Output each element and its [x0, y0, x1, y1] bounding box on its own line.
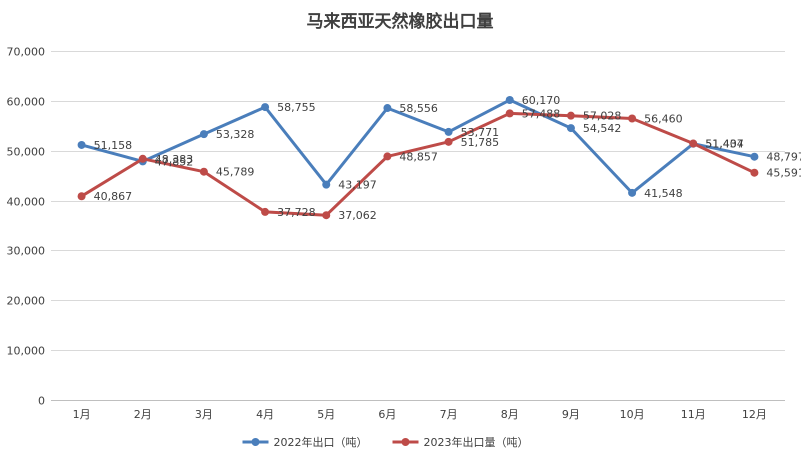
y-tick-label: 30,000 [7, 245, 46, 258]
data-label: 48,383 [155, 153, 194, 166]
data-labels: 51,158 47,852 53,328 58,755 43,197 58,556 53,7… [94, 94, 801, 222]
x-tick-label: 4月 [256, 408, 274, 421]
y-tick-label: 10,000 [7, 345, 46, 358]
y-axis-ticks: 0 10,000 20,000 30,000 40,000 50,000 60,000 70,… [7, 46, 46, 408]
data-point [444, 137, 453, 146]
legend-marker [401, 438, 410, 446]
data-label: 58,556 [399, 102, 438, 115]
legend-label: 2022年出口（吨） [274, 435, 368, 449]
data-point [628, 114, 637, 123]
data-label: 51,785 [461, 136, 500, 149]
data-label: 57,488 [522, 107, 561, 120]
data-point [261, 103, 270, 112]
x-tick-label: 10月 [620, 408, 645, 421]
data-label: 37,728 [277, 206, 316, 219]
data-label: 57,028 [583, 110, 622, 123]
data-point [138, 154, 147, 163]
data-label: 51,158 [94, 139, 133, 152]
data-label: 48,857 [399, 150, 438, 163]
series-line-2 [80, 111, 756, 217]
data-label: 48,797 [766, 151, 801, 164]
data-label: 53,771 [461, 126, 500, 139]
legend-label: 2023年出口量（吨） [424, 435, 529, 449]
x-tick-label: 1月 [73, 408, 91, 421]
data-point [261, 207, 270, 216]
data-label: 56,460 [644, 113, 683, 126]
y-tick-label: 0 [38, 395, 45, 408]
data-point [322, 211, 331, 220]
x-axis-ticks: 1月 2月 3月 4月 5月 6月 7月 8月 9月 10月 11月 12月 [73, 408, 767, 421]
x-tick-label: 6月 [378, 408, 396, 421]
x-tick-label: 5月 [317, 408, 335, 421]
x-tick-label: 2月 [134, 408, 152, 421]
data-point [322, 180, 331, 189]
data-label: 43,197 [338, 179, 377, 192]
data-point [77, 192, 86, 201]
data-label: 60,170 [522, 94, 561, 107]
data-point [689, 139, 698, 148]
y-tick-label: 50,000 [7, 146, 46, 159]
data-label: 37,062 [338, 209, 377, 222]
series-line-1 [80, 98, 756, 195]
data-label: 41,548 [644, 187, 683, 200]
data-point [383, 104, 392, 113]
data-label: 47,852 [155, 155, 194, 168]
series-layer [77, 96, 759, 220]
y-tick-label: 40,000 [7, 196, 46, 209]
legend-marker [251, 438, 260, 446]
data-label: 53,328 [216, 128, 255, 141]
legend: 2022年出口（吨） 2023年出口量（吨） [242, 435, 529, 449]
x-tick-label: 8月 [501, 408, 519, 421]
data-point [566, 111, 575, 120]
data-point [505, 96, 514, 105]
data-label: 58,755 [277, 101, 316, 114]
data-point [750, 152, 759, 161]
x-tick-label: 7月 [440, 408, 458, 421]
data-label: 45,591 [766, 167, 801, 180]
data-point [383, 152, 392, 161]
x-tick-label: 9月 [562, 408, 580, 421]
x-tick-label: 12月 [742, 408, 767, 421]
y-tick-label: 60,000 [7, 96, 46, 109]
data-point [199, 130, 208, 139]
data-point [566, 124, 575, 133]
y-tick-label: 20,000 [7, 295, 46, 308]
data-point [505, 109, 514, 118]
gridlines [51, 51, 785, 401]
data-label: 45,789 [216, 166, 255, 179]
data-point [444, 127, 453, 136]
x-tick-label: 3月 [195, 408, 213, 421]
x-tick-label: 11月 [681, 408, 706, 421]
data-point [628, 188, 637, 197]
data-label: 51,437 [705, 138, 744, 151]
chart-title: 马来西亚天然橡胶出口量 [307, 11, 494, 32]
data-label: 51,404 [705, 138, 744, 151]
data-point [199, 167, 208, 176]
data-label: 40,867 [94, 190, 133, 203]
data-point [750, 168, 759, 177]
data-point [77, 140, 86, 149]
data-label: 54,542 [583, 122, 622, 135]
y-tick-label: 70,000 [7, 46, 46, 59]
